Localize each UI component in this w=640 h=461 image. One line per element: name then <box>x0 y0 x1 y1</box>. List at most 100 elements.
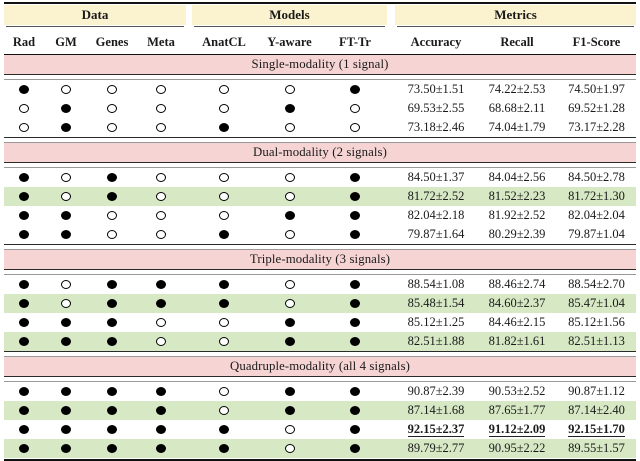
metric-cell: 74.50±1.97 <box>557 82 636 97</box>
metric-value: 92.15±2.37 <box>407 422 465 437</box>
metric-cell: 90.95±2.22 <box>477 441 557 456</box>
modality-dot-empty-icon <box>156 337 166 346</box>
dot-cell <box>4 318 44 327</box>
modality-dot-filled-icon <box>156 387 166 396</box>
modality-dot-filled-icon <box>61 123 71 132</box>
modality-dot-empty-icon <box>219 337 229 346</box>
metric-value: 84.04±2.56 <box>488 170 546 184</box>
metric-cell: 81.92±2.52 <box>477 208 557 223</box>
modality-dot-filled-icon <box>19 444 29 453</box>
modality-dot-filled-icon <box>61 230 71 239</box>
dot-cell <box>323 299 387 308</box>
modality-dot-empty-icon <box>61 173 71 182</box>
section-header: Triple-modality (3 signals) <box>4 250 636 269</box>
dot-cell <box>44 280 88 289</box>
metric-value: 91.12±2.09 <box>488 422 546 437</box>
modality-dot-filled-icon <box>284 104 295 113</box>
metric-cell: 81.72±1.30 <box>557 189 636 204</box>
modality-dot-empty-icon <box>284 444 295 453</box>
dot-cell <box>88 123 136 132</box>
dot-cell <box>256 192 323 201</box>
modality-dot-empty-icon <box>107 123 117 132</box>
metric-cell: 85.12±1.56 <box>557 315 636 330</box>
metric-value: 90.95±2.22 <box>488 441 546 455</box>
modality-dot-filled-icon <box>61 406 71 415</box>
dot-cell <box>323 280 387 289</box>
dot-cell <box>88 444 136 453</box>
modality-dot-empty-icon <box>284 85 295 94</box>
dot-cell <box>88 211 136 220</box>
modality-dot-filled-icon <box>19 173 29 182</box>
dot-cell <box>256 387 323 396</box>
dot-cell <box>192 299 256 308</box>
metric-value: 92.15±1.70 <box>568 422 625 437</box>
section-divider-rule <box>4 244 636 250</box>
metric-value: 85.12±1.25 <box>407 315 465 329</box>
modality-dot-empty-icon <box>284 123 295 132</box>
dot-cell <box>44 406 88 415</box>
dot-cell <box>44 230 88 239</box>
column-header-accuracy: Accuracy <box>410 34 462 49</box>
dot-cell <box>323 444 387 453</box>
modality-dot-filled-icon <box>61 104 71 113</box>
modality-dot-filled-icon <box>61 387 71 396</box>
dot-cell <box>4 425 44 434</box>
dot-cell <box>256 425 323 434</box>
metric-cell: 79.87±1.64 <box>395 227 477 242</box>
metric-value: 82.04±2.18 <box>407 208 465 222</box>
dot-cell <box>136 425 186 434</box>
dot-cell <box>88 173 136 182</box>
modality-dot-empty-icon <box>107 230 117 239</box>
section-divider-rule <box>4 351 636 357</box>
modality-dot-filled-icon <box>350 192 360 201</box>
metric-cell: 89.55±1.57 <box>557 441 636 456</box>
dot-cell <box>256 337 323 346</box>
metric-cell: 84.46±2.15 <box>477 315 557 330</box>
dot-cell <box>323 173 387 182</box>
dot-cell <box>4 230 44 239</box>
dot-cell <box>4 192 44 201</box>
dot-cell <box>4 299 44 308</box>
column-header-row: Rad GM Genes Meta AnatCL Y-aware FT-Tr Accuracy… <box>4 30 636 54</box>
table-row: 90.87±2.39 90.53±2.52 90.87±1.12 <box>4 382 636 401</box>
dot-cell <box>136 387 186 396</box>
section-header: Dual-modality (2 signals) <box>4 143 636 162</box>
dot-cell <box>323 211 387 220</box>
dot-cell <box>192 280 256 289</box>
metric-value: 82.51±1.88 <box>407 334 465 348</box>
metric-value: 88.46±2.74 <box>488 277 546 291</box>
modality-dot-empty-icon <box>284 280 295 289</box>
dot-cell <box>4 123 44 132</box>
modality-dot-filled-icon <box>19 211 29 220</box>
metric-cell: 87.65±1.77 <box>477 403 557 418</box>
modality-dot-empty-icon <box>156 123 166 132</box>
modality-dot-empty-icon <box>219 211 229 220</box>
metric-cell: 87.14±1.68 <box>395 403 477 418</box>
modality-dot-empty-icon <box>219 406 229 415</box>
modality-dot-filled-icon <box>284 211 295 220</box>
modality-dot-filled-icon <box>350 85 360 94</box>
modality-dot-filled-icon <box>284 318 295 327</box>
modality-dot-empty-icon <box>219 104 229 113</box>
modality-dot-empty-icon <box>219 85 229 94</box>
column-header-gm: GM <box>55 34 77 49</box>
dot-cell <box>192 425 256 434</box>
section-divider-rule <box>4 137 636 143</box>
metric-cell: 69.53±2.55 <box>395 101 477 116</box>
modality-dot-filled-icon <box>19 85 29 94</box>
metric-value: 81.52±2.23 <box>488 189 546 203</box>
modality-dot-filled-icon <box>219 299 229 308</box>
modality-dot-filled-icon <box>350 337 360 346</box>
dot-cell <box>44 337 88 346</box>
modality-dot-empty-icon <box>219 318 229 327</box>
dot-cell <box>4 173 44 182</box>
group-header-models: Models <box>192 5 387 25</box>
modality-dot-filled-icon <box>156 299 166 308</box>
dot-cell <box>192 318 256 327</box>
dot-cell <box>323 192 387 201</box>
dot-cell <box>88 337 136 346</box>
dot-cell <box>4 280 44 289</box>
metric-cell: 89.79±2.77 <box>395 441 477 456</box>
modality-dot-empty-icon <box>284 230 295 239</box>
modality-dot-empty-icon <box>156 230 166 239</box>
